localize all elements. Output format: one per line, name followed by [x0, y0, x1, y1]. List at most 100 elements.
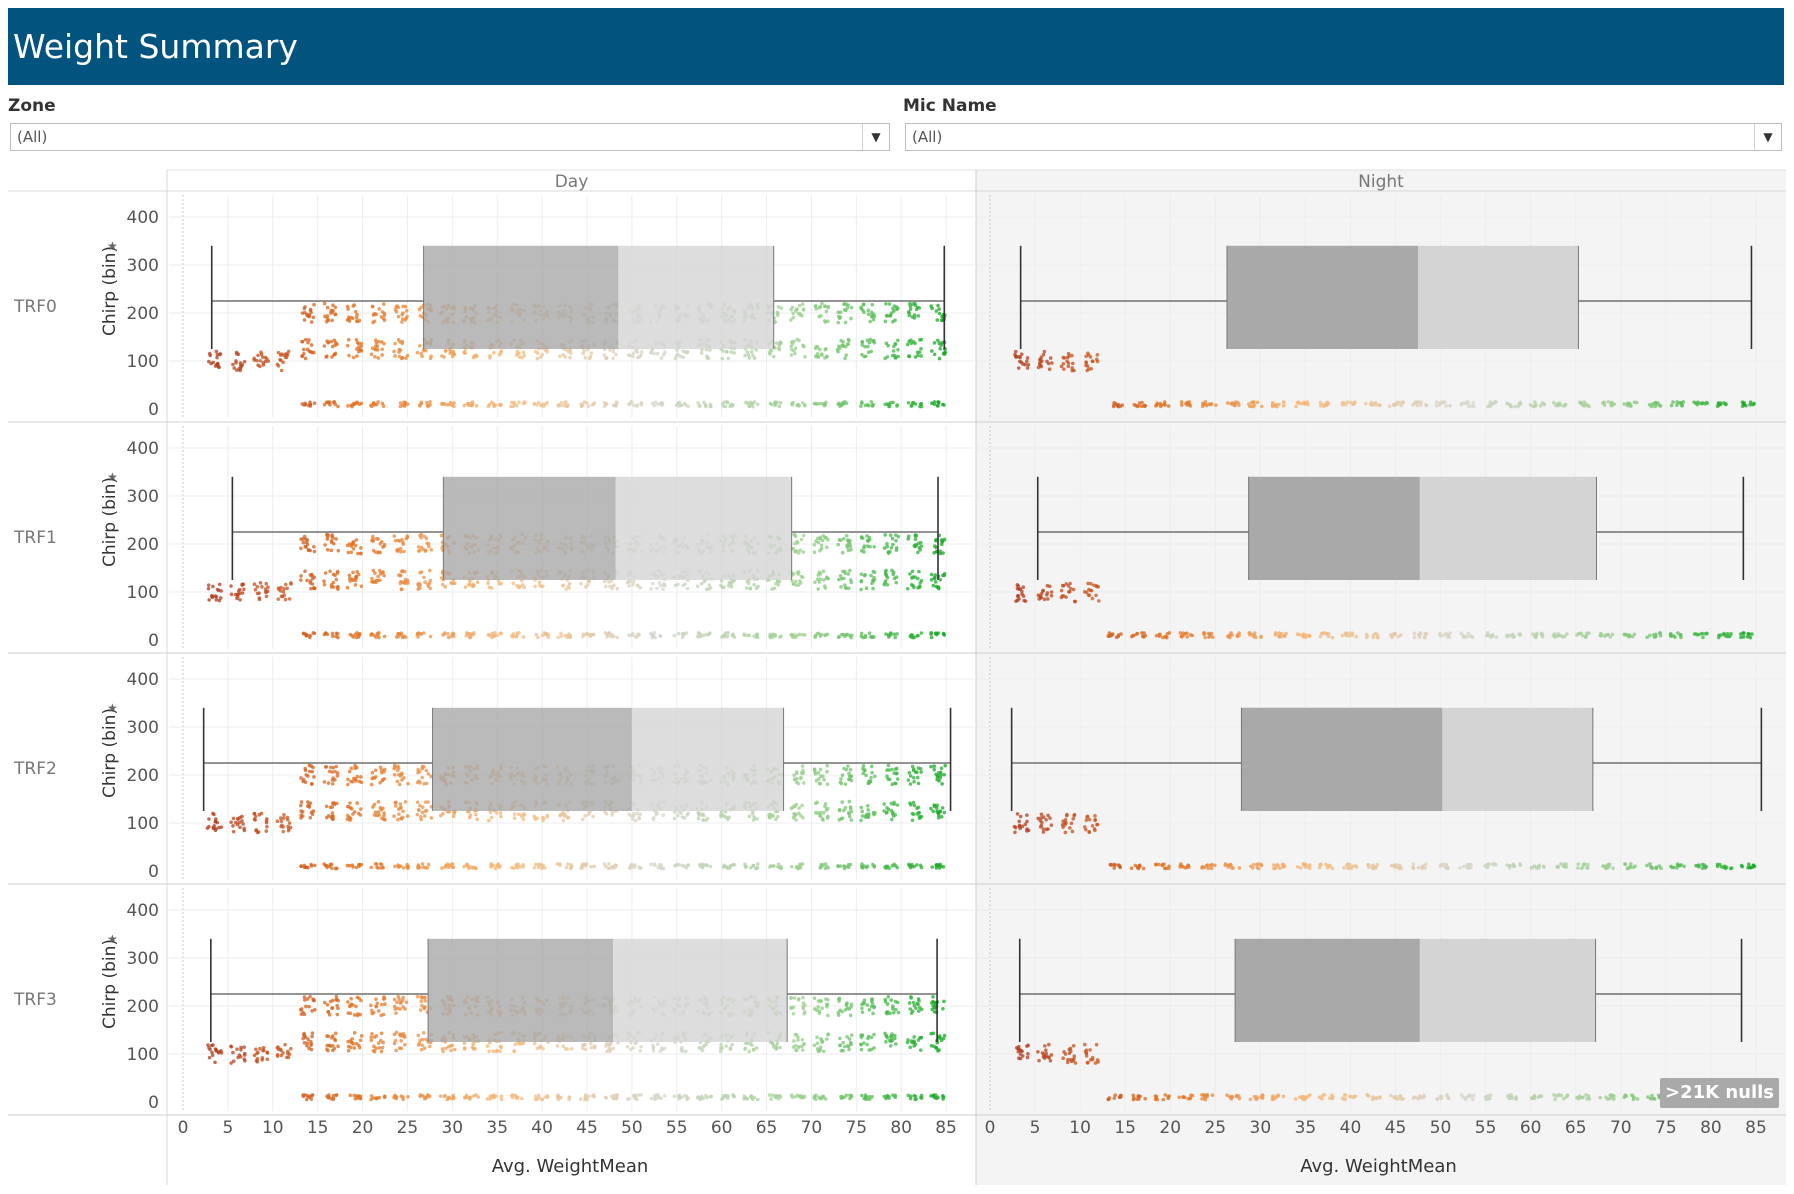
y-axis-title: Chirp (bin) [100, 477, 120, 567]
scatter-point [911, 768, 916, 773]
scatter-point [281, 590, 286, 594]
scatter-point [336, 1044, 340, 1049]
scatter-point [253, 814, 258, 819]
scatter-point [933, 580, 938, 584]
scatter-point [866, 808, 871, 812]
scatter-point [336, 404, 340, 409]
scatter-point [795, 633, 799, 638]
scatter-point [913, 355, 918, 359]
scatter-point [252, 356, 256, 361]
scatter-point [581, 632, 586, 637]
scatter-point [939, 766, 944, 771]
scatter-point [929, 764, 933, 769]
scatter-point [509, 404, 513, 409]
scatter-point [332, 1046, 337, 1051]
mic-name-filter-dropdown[interactable]: (All) ▼ [905, 123, 1782, 151]
scatter-point [913, 301, 917, 306]
scatter-point [208, 353, 213, 358]
scatter-point [370, 304, 375, 309]
scatter-point [790, 305, 795, 310]
scatter-point [612, 583, 616, 587]
scatter-point [354, 315, 359, 320]
scatter-point [685, 586, 690, 591]
scatter-point [789, 864, 794, 869]
scatter-point [308, 349, 313, 354]
scatter-point [428, 578, 433, 583]
scatter-point [919, 770, 924, 774]
scatter-point [797, 338, 801, 343]
scatter-point [799, 574, 804, 579]
y-tick-label: 300 [127, 256, 159, 276]
scatter-point [326, 1034, 331, 1039]
scatter-point [330, 782, 335, 786]
scatter-point [842, 302, 846, 307]
scatter-point [730, 1042, 734, 1047]
scatter-point [603, 584, 608, 589]
scatter-point [381, 302, 386, 306]
chevron-down-icon[interactable]: ▼ [862, 124, 889, 150]
scatter-point [377, 1045, 382, 1050]
scatter-point [886, 763, 891, 768]
scatter-point [583, 1095, 588, 1099]
y-tick-label: 400 [127, 901, 159, 921]
scatter-point [818, 634, 823, 639]
scatter-point [346, 804, 351, 809]
scatter-point [673, 864, 677, 868]
scatter-point [908, 801, 912, 805]
scatter-point [423, 549, 428, 553]
scatter-point [310, 1034, 314, 1039]
scatter-point [349, 996, 353, 1001]
scatter-point [696, 813, 701, 818]
scatter-point [370, 1008, 374, 1013]
scatter-point [521, 817, 526, 822]
scatter-point [439, 533, 444, 538]
scatter-point [747, 814, 752, 819]
scatter-point [352, 1013, 357, 1017]
scatter-point [911, 583, 915, 588]
scatter-point [566, 349, 571, 354]
scatter-point [819, 1037, 823, 1041]
scatter-point [555, 1044, 560, 1048]
scatter-point [310, 572, 314, 577]
scatter-point [266, 359, 271, 363]
scatter-point [212, 823, 217, 828]
scatter-point [683, 1049, 688, 1054]
scatter-point [429, 816, 434, 820]
scatter-point [866, 812, 871, 816]
scatter-point [697, 631, 702, 636]
scatter-point [324, 765, 329, 769]
scatter-point [748, 1042, 752, 1046]
scatter-point [698, 864, 703, 869]
scatter-point [279, 368, 284, 373]
scatter-point [211, 811, 215, 816]
scatter-point [890, 782, 895, 787]
scatter-point [883, 865, 887, 869]
scatter-point [488, 1094, 493, 1098]
scatter-point [707, 583, 712, 587]
chevron-down-icon[interactable]: ▼ [1754, 124, 1781, 150]
scatter-point [487, 402, 492, 407]
scatter-point [381, 404, 386, 409]
scatter-point [942, 772, 947, 777]
scatter-point [824, 997, 828, 1001]
scatter-point [345, 585, 350, 590]
scatter-point [445, 403, 449, 407]
scatter-point [821, 1049, 826, 1054]
scatter-point [358, 807, 363, 811]
scatter-point [869, 776, 873, 780]
scatter-point [631, 354, 635, 359]
y-axis-title: Chirp (bin) [100, 939, 120, 1029]
scatter-point [815, 800, 819, 805]
scatter-point [359, 344, 364, 348]
scatter-point [818, 304, 823, 309]
scatter-point [398, 806, 403, 811]
scatter-point [727, 815, 732, 820]
scatter-point [603, 631, 608, 635]
scatter-point [611, 349, 616, 354]
scatter-point [335, 1012, 340, 1017]
zone-filter-dropdown[interactable]: (All) ▼ [10, 123, 890, 151]
scatter-point [446, 865, 451, 870]
scatter-point [870, 404, 875, 408]
scatter-point [264, 590, 269, 594]
scatter-point [331, 400, 336, 405]
